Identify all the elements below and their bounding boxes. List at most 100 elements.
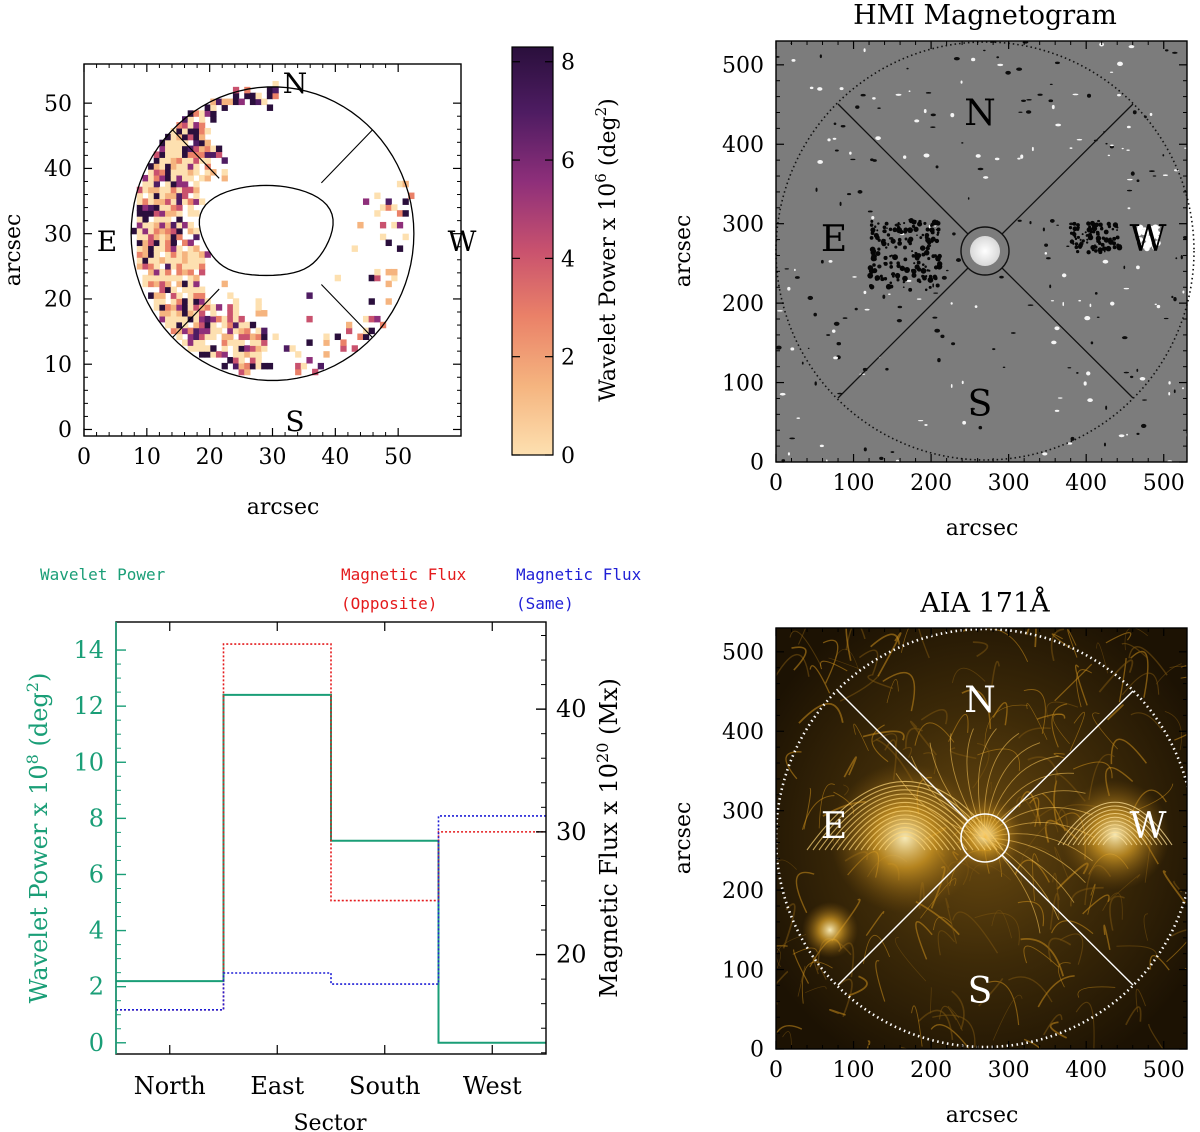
wavelet-pixel (148, 280, 155, 288)
wavelet-pixel (176, 315, 183, 323)
wavelet-pixel (176, 263, 183, 270)
wavelet-pixel (170, 186, 177, 194)
wavelet-pixel (244, 345, 251, 352)
wavelet-pixel (136, 227, 144, 235)
hmi-element (787, 286, 791, 291)
hmi-element (1029, 220, 1032, 225)
wavelet-pixel (165, 139, 172, 147)
wavelet-pixel (165, 268, 172, 276)
wavelet-pixel (170, 151, 177, 158)
left-tick-label: 4 (89, 917, 104, 945)
wavelet-pixel (357, 221, 364, 229)
wavelet-pixel (198, 327, 206, 335)
hmi-east-plage (885, 246, 888, 249)
wavelet-pixel (153, 151, 160, 158)
hmi-element (1042, 452, 1048, 456)
wavelet-pixel (159, 280, 166, 288)
aia-loop (1143, 913, 1149, 941)
wavelet-pixel (306, 339, 313, 346)
wavelet-pixel (176, 145, 183, 153)
wavelet-pixel (204, 145, 211, 153)
hmi-east-plage (896, 278, 900, 282)
hmi-element (879, 456, 884, 460)
wavelet-pixel (396, 180, 404, 188)
wavelet-map-ylabel: arcsec (1, 214, 26, 287)
hmi-element (1002, 366, 1006, 369)
wavelet-pixel (193, 233, 200, 241)
wavelet-pixel (142, 280, 149, 288)
hmi-east-plage (935, 283, 940, 288)
wavelet-pixel (176, 151, 183, 158)
wavelet-pixel (187, 257, 194, 264)
aia-loop (1026, 703, 1048, 740)
hmi-west-plage (1106, 237, 1109, 240)
hmi-east-plage (892, 227, 898, 233)
aia-east-arc (842, 806, 968, 851)
hmi-west-plage (1112, 236, 1117, 241)
aia-title: AIA 171Å (919, 586, 1050, 619)
wavelet-pixel (159, 286, 166, 294)
hmi-east-plage (869, 284, 875, 290)
y-tick-label: 50 (44, 92, 72, 117)
wavelet-pixel (182, 286, 189, 294)
wavelet-pixel (193, 280, 200, 288)
wavelet-pixel (368, 274, 375, 282)
hmi-element (950, 113, 955, 118)
hmi-east-plage (867, 272, 874, 279)
hmi-element (928, 224, 931, 229)
wavelet-pixel (198, 251, 206, 258)
hmi-element (1097, 219, 1101, 223)
aia-loop (867, 673, 894, 690)
wavelet-pixel (136, 216, 144, 223)
wavelet-pixel (210, 321, 217, 329)
hmi-element (857, 190, 863, 194)
wavelet-pixel (159, 163, 166, 170)
aia-loop (1050, 628, 1065, 662)
hmi-element (1087, 398, 1093, 403)
aia-loop (1128, 646, 1168, 676)
aia-loop (1027, 756, 1059, 777)
hmi-element (1086, 93, 1092, 98)
wavelet-pixel (204, 345, 211, 352)
aia-xlabel: arcsec (946, 1103, 1019, 1128)
hmi-frame (775, 40, 1188, 463)
wavelet-pixel (131, 227, 138, 235)
wavelet-pixel (374, 315, 381, 323)
wavelet-pixel (249, 339, 257, 346)
wavelet-pixel (187, 163, 194, 170)
wavelet-pixel (170, 163, 177, 170)
wavelet-pixel (238, 351, 245, 358)
wavelet-pixel (261, 98, 268, 106)
aia-dir-e: E (821, 806, 847, 847)
aia-loop (974, 912, 1020, 946)
hmi-element (1162, 174, 1168, 176)
wavelet-pixel (182, 327, 189, 335)
hmi-east-plage (921, 263, 925, 266)
wavelet-pixel (159, 169, 166, 176)
wavelet-pixel (136, 221, 144, 229)
hmi-element (1171, 51, 1178, 54)
wavelet-pixel (165, 163, 172, 170)
hmi-element (860, 93, 866, 97)
hmi-element (1094, 291, 1098, 295)
aia-loop (952, 911, 999, 954)
hmi-element (877, 107, 881, 109)
wavelet-pixel (187, 221, 194, 229)
hmi-west-plage (1112, 222, 1119, 228)
hmi-west-plage (1101, 246, 1107, 252)
hmi-west-bright (1152, 224, 1159, 232)
aia-fan-loop (983, 733, 1020, 839)
aia-loop (988, 980, 1020, 1026)
wavelet-pixel (232, 357, 240, 364)
hmi-east-plage (932, 274, 938, 280)
wavelet-pixel (187, 127, 194, 135)
hmi-element (953, 57, 960, 61)
hmi-element (1072, 93, 1079, 96)
hmi-sector-line-sw (837, 267, 969, 399)
aia-loop (1098, 659, 1134, 693)
wavelet-pixel (182, 186, 189, 194)
aia-loop (828, 657, 862, 670)
aia-loop (882, 671, 916, 712)
hmi-element (999, 275, 1004, 279)
aia-east-arc (860, 818, 950, 851)
